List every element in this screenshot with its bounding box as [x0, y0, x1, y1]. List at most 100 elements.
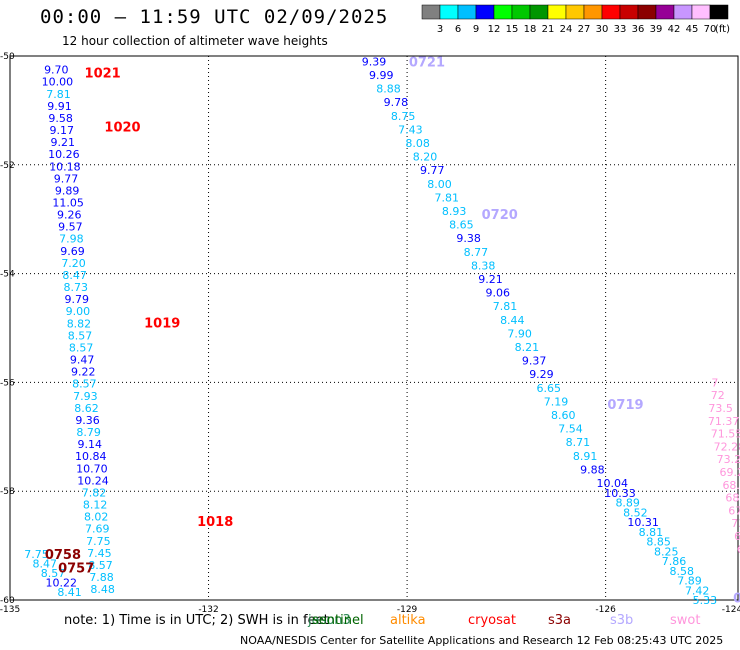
color-scale-legend: 3 6 9 12 15 18 21 24 27 30 33 36 39 42 45 70(ft) [421, 4, 730, 35]
colorbar-label: 70 [704, 24, 717, 35]
wave-height-reading: 7.90 [507, 327, 532, 340]
wave-height-reading: 10.00 [42, 76, 74, 89]
y-tick-label: -56 [0, 378, 15, 388]
colorbar-label: 27 [578, 24, 591, 35]
colorbar-label: 18 [524, 24, 537, 35]
wave-height-reading: 68.33 [725, 492, 740, 505]
x-tick-label: -135 [0, 605, 20, 615]
colorbar-label: 42 [668, 24, 681, 35]
wave-height-reading: 9.00 [66, 305, 91, 318]
wave-height-reading: 71.37 [708, 415, 740, 428]
wave-height-reading: 8.85 [646, 536, 671, 549]
wave-height-reading: 11.05 [52, 197, 84, 210]
pass-time-label: 0718 [733, 591, 740, 606]
wave-height-reading: 8.00 [427, 178, 452, 191]
wave-height-reading: 68.89 [722, 479, 740, 492]
y-tick-label: -60 [0, 596, 15, 606]
wave-height-reading: 8.93 [442, 205, 467, 218]
wave-height-reading: 8.47 [32, 557, 57, 570]
wave-height-reading: 9.77 [54, 172, 79, 185]
wave-height-reading: 9.88 [580, 463, 605, 476]
wave-height-reading: 7.20 [61, 257, 86, 270]
wave-height-reading: 8.82 [67, 317, 92, 330]
wave-height-reading: 8.73 [63, 281, 88, 294]
wave-height-reading: 9.06 [486, 287, 511, 300]
wave-height-reading: 8.20 [413, 151, 438, 164]
colorbar-label: 3 [437, 24, 443, 35]
wave-height-reading: 9.69 [60, 245, 85, 258]
pass-time-label: 0757 [58, 561, 94, 576]
wave-height-reading: 9.58 [48, 112, 73, 125]
satellite-legend-cryosat: cryosat [468, 613, 516, 628]
wave-height-reading: 8.88 [376, 83, 401, 96]
wave-height-reading: 73.5 [708, 402, 733, 415]
y-tick-label: -58 [0, 487, 15, 497]
x-tick-label: -124 [722, 605, 740, 615]
wave-height-reading: 8.48 [90, 583, 115, 596]
wave-height-reading: 69.29 [720, 466, 740, 479]
wave-height-reading: 9.37 [522, 355, 547, 368]
x-tick-label: -132 [198, 605, 218, 615]
wave-height-reading: 5.33 [693, 594, 718, 607]
wave-height-reading: 8.08 [405, 137, 430, 150]
wave-height-reading: 8.60 [551, 409, 576, 422]
pass-time-label: 0719 [607, 398, 643, 413]
page-subtitle: 12 hour collection of altimeter wave hei… [62, 34, 328, 48]
pass-time-label: 0758 [45, 548, 81, 563]
wave-height-reading: 9.39 [362, 55, 387, 68]
pass-time-label: 0720 [482, 208, 518, 223]
wave-height-reading: 7.89 [677, 575, 702, 588]
colorbar-label: 36 [632, 24, 645, 35]
pass-time-label: 1021 [85, 66, 121, 81]
wave-height-reading: 8.91 [573, 450, 598, 463]
wave-height-reading: 9.79 [65, 293, 90, 306]
wave-height-reading: 10.31 [627, 516, 659, 529]
pass-time-label: 1018 [197, 515, 233, 530]
wave-height-reading: 72.28 [714, 440, 740, 453]
pass-time-label: 0721 [409, 55, 445, 70]
wave-height-reading: 7.93 [73, 390, 98, 403]
colorbar-label: 6 [455, 24, 461, 35]
satellite-legend-s3a: s3a [548, 613, 572, 628]
wave-height-reading: 9.26 [57, 209, 82, 222]
satellite-legend-swot: swot [670, 613, 701, 628]
wave-height-reading: 9.38 [456, 232, 481, 245]
wave-height-reading: 8.12 [83, 499, 108, 512]
colorbar-swatch [709, 4, 729, 20]
colorbar-label: 39 [650, 24, 663, 35]
wave-height-reading: 10.84 [75, 450, 107, 463]
wave-height-reading: 8.65 [449, 219, 474, 232]
wave-height-reading: 7.81 [493, 300, 518, 313]
wave-height-reading: 10.24 [77, 474, 109, 487]
satellite-legend-jason3: jason3 [308, 613, 351, 628]
wave-height-reading: 9.22 [71, 366, 96, 379]
satellite-legend-sentinel: sentinel [312, 613, 364, 628]
wave-height-reading: 8.44 [500, 314, 525, 327]
wave-height-reading: 7.54 [558, 423, 583, 436]
wave-height-reading: 8.71 [566, 436, 591, 449]
wave-height-reading: 10.18 [49, 160, 81, 173]
wave-height-reading: 10.26 [48, 148, 80, 161]
wave-height-reading: 8.77 [464, 246, 489, 259]
wave-height-reading: 72 [711, 389, 725, 402]
x-tick-label: -129 [397, 605, 418, 615]
wave-height-reading: 10.22 [46, 576, 78, 589]
wave-height-reading: 7 [711, 376, 718, 389]
wave-height-reading: 9.77 [420, 164, 445, 177]
wave-height-reading: 8.02 [84, 511, 109, 524]
wave-height-reading: 7.88 [89, 571, 114, 584]
wave-height-reading: 8.38 [471, 259, 496, 272]
wave-height-reading: 7.45 [87, 547, 112, 560]
wave-height-reading: 8.57 [88, 559, 113, 572]
colorbar-label: 45 [686, 24, 699, 35]
wave-height-reading: 10.04 [597, 477, 629, 490]
plot-frame [9, 55, 739, 601]
wave-height-reading: 66.18 [734, 530, 740, 543]
colorbar-label: 12 [488, 24, 501, 35]
wave-height-reading: 6.65 [536, 382, 561, 395]
wave-height-reading: 8.57 [69, 341, 94, 354]
satellite-legend-s3b: s3b [610, 613, 634, 628]
wave-height-reading: 10.33 [604, 487, 636, 500]
